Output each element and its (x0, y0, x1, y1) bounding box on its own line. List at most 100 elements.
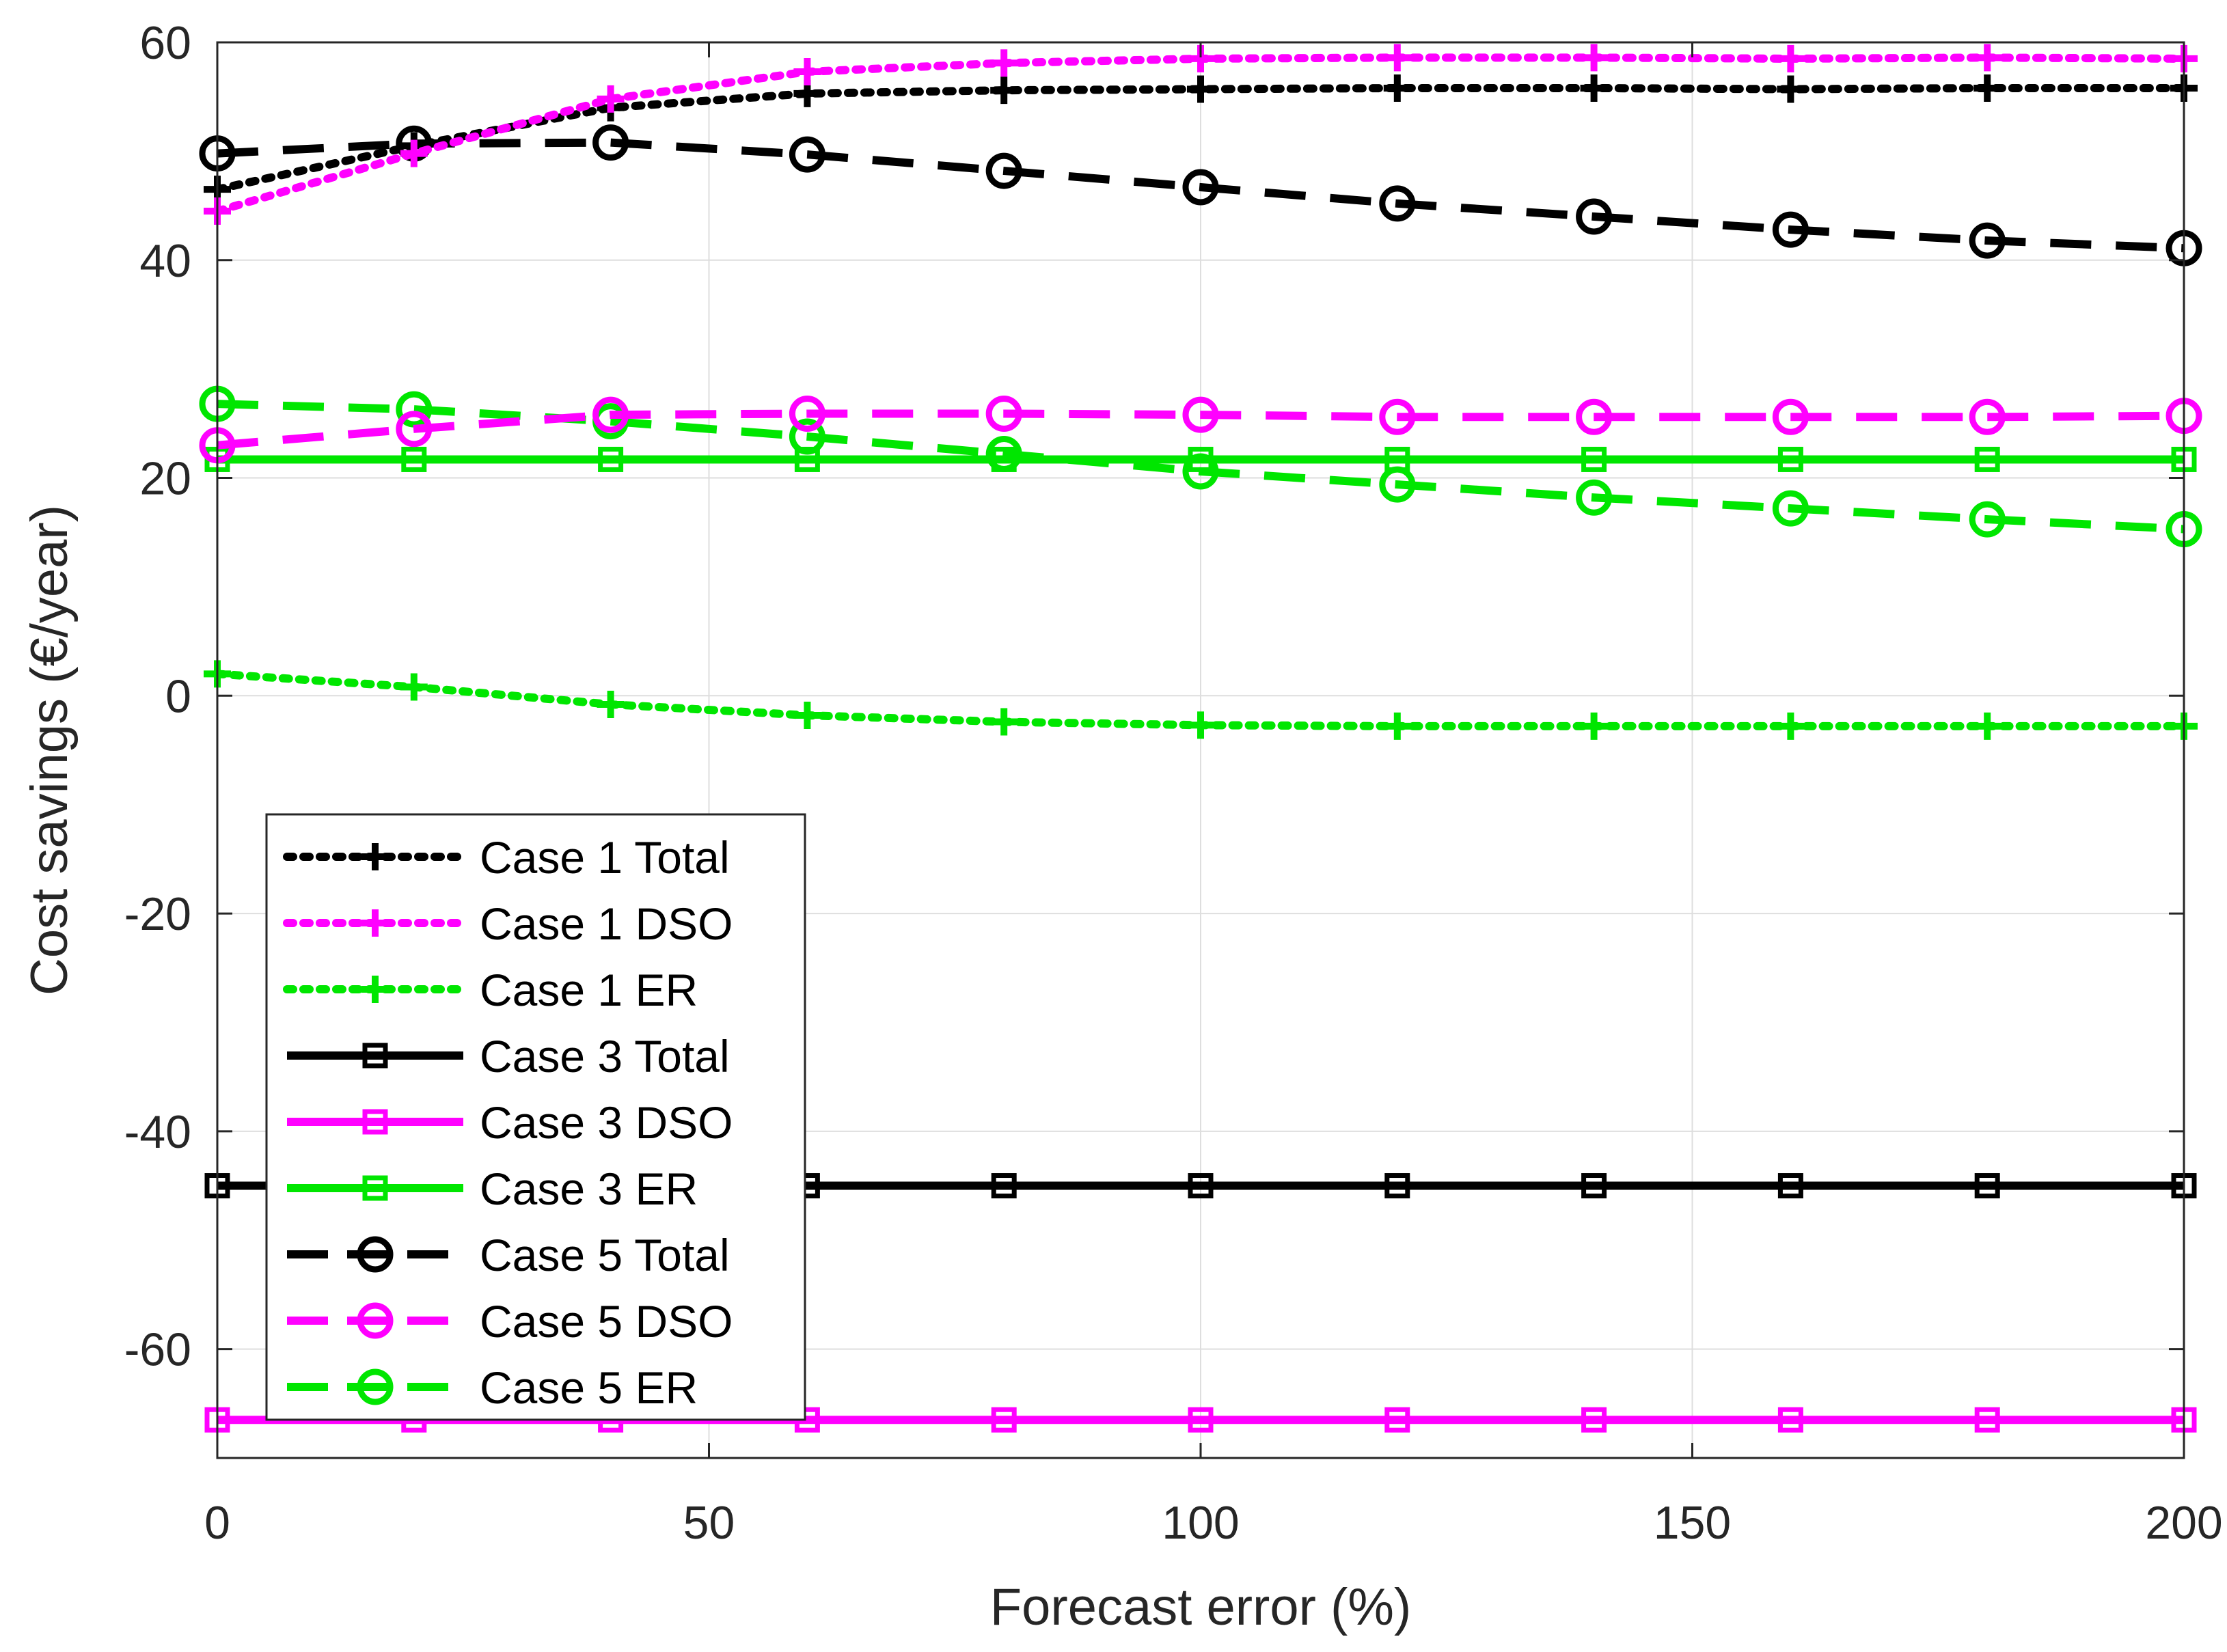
data-point-case-1-dso (990, 49, 1018, 77)
plot-frame (216, 41, 2185, 1459)
data-point-case-3-dso (1777, 1407, 1803, 1433)
y-tick-label: -60 (124, 1324, 191, 1376)
data-point-case-5-total (789, 136, 825, 173)
data-point-case-3-total (1384, 1173, 1410, 1199)
tick-labels: 0 50 100 150 200 -60 -40 -20 0 20 40 60 (124, 17, 2223, 1549)
legend: Case 1 Total Case 1 DSO Case 1 ER Case 3 To… (265, 813, 806, 1421)
data-point-case-5-dso (1182, 396, 1219, 433)
data-point-case-3-total (1974, 1173, 2000, 1199)
data-point-case-3-total (1777, 1173, 1803, 1199)
data-point-case-5-total (1576, 198, 1613, 235)
legend-item-case-3-er: Case 3 ER (287, 1164, 698, 1214)
data-point-case-1-er (793, 701, 821, 729)
data-point-case-5-er (1576, 479, 1613, 516)
legend-item-case-5-dso: Case 5 DSO (287, 1296, 733, 1347)
legend-item-case-3-dso: Case 3 DSO (287, 1097, 733, 1148)
legend-marker-case-5-total (357, 1236, 394, 1273)
data-point-case-1-total (990, 77, 1018, 105)
x-tick-label: 200 (2145, 1497, 2222, 1549)
legend-marker-case-3-er (362, 1175, 388, 1201)
data-point-case-5-dso (789, 396, 825, 432)
data-point-case-1-dso (400, 139, 428, 167)
data-point-case-1-er (597, 691, 625, 719)
legend-label-case-3-total: Case 3 Total (480, 1031, 730, 1082)
legend-label-case-5-dso: Case 5 DSO (480, 1296, 733, 1347)
data-point-case-1-er (990, 708, 1018, 736)
legend-marker-case-5-er (357, 1368, 394, 1405)
data-point-case-1-dso (1383, 44, 1411, 72)
data-point-case-5-total (592, 124, 629, 161)
legend-label-case-3-dso: Case 3 DSO (480, 1097, 733, 1148)
data-point-case-3-er (1581, 446, 1607, 472)
x-tick-label: 150 (1654, 1497, 1731, 1549)
data-point-case-1-total (1187, 75, 1214, 103)
legend-marker-case-5-dso (357, 1302, 394, 1339)
data-point-case-5-dso (985, 396, 1022, 432)
data-point-case-1-total (1973, 74, 2001, 102)
legend-label-case-5-total: Case 5 Total (480, 1230, 730, 1280)
legend-item-case-1-total: Case 1 Total (283, 832, 730, 883)
legend-label-case-1-total: Case 1 Total (480, 832, 730, 883)
series-case-5-dso (199, 396, 2202, 464)
data-point-case-3-er (401, 446, 427, 472)
legend-item-case-1-er: Case 1 ER (283, 965, 698, 1015)
data-point-case-3-dso (1974, 1407, 2000, 1433)
data-point-case-1-dso (597, 85, 625, 113)
data-point-case-5-total (1379, 185, 1416, 222)
x-tick-label: 100 (1162, 1497, 1239, 1549)
data-point-case-3-er (598, 446, 624, 472)
data-point-case-5-total (1772, 211, 1809, 248)
data-point-case-5-er (1772, 490, 1809, 527)
series-line-case-5-total (217, 138, 2185, 253)
data-point-case-3-total (1188, 1173, 1214, 1199)
legend-item-case-1-dso: Case 1 DSO (283, 898, 733, 949)
data-point-case-3-dso (1384, 1407, 1410, 1433)
legend-item-case-3-total: Case 3 Total (287, 1031, 730, 1082)
data-point-case-3-dso (1581, 1407, 1607, 1433)
legend-label-case-5-er: Case 5 ER (480, 1362, 698, 1413)
data-point-case-5-total (1969, 222, 2006, 259)
data-point-case-5-dso (1772, 398, 1809, 435)
y-tick-label: -40 (124, 1106, 191, 1158)
legend-marker-case-1-dso (361, 909, 389, 937)
y-tick-label: 40 (139, 235, 191, 287)
data-point-case-5-er (985, 435, 1022, 472)
data-point-case-3-dso (991, 1407, 1017, 1433)
data-point-case-5-dso (396, 411, 433, 448)
data-point-case-5-dso (1969, 398, 2006, 435)
data-point-case-1-dso (1973, 44, 2001, 72)
data-point-case-1-er (400, 673, 428, 701)
data-point-case-3-total (991, 1173, 1017, 1199)
y-tick-label: 0 (165, 670, 191, 722)
data-point-case-3-dso (1188, 1407, 1214, 1433)
y-tick-label: 60 (139, 17, 191, 69)
data-point-case-1-total (1383, 74, 1411, 102)
legend-item-case-5-er: Case 5 ER (287, 1362, 698, 1413)
data-point-case-1-dso (1777, 44, 1805, 72)
data-point-case-1-dso (793, 58, 821, 86)
legend-marker-case-1-total (361, 843, 389, 870)
legend-label-case-3-er: Case 3 ER (480, 1164, 698, 1214)
data-point-case-1-total (1777, 75, 1805, 103)
data-point-case-1-er (1580, 712, 1608, 740)
legend-marker-case-3-total (362, 1043, 388, 1069)
data-point-case-3-er (1974, 446, 2000, 472)
data-point-case-5-er (1379, 466, 1416, 503)
axes (216, 41, 2185, 1459)
data-point-case-5-dso (592, 396, 629, 433)
data-point-case-1-er (1187, 711, 1214, 739)
y-tick-label: 20 (139, 453, 191, 505)
data-point-case-1-er (1973, 712, 2001, 740)
x-tick-label: 0 (204, 1497, 230, 1549)
data-point-case-5-er (789, 418, 825, 455)
data-point-case-5-dso (1576, 398, 1613, 435)
y-axis-label: Cost savings (€/year) (21, 505, 79, 995)
data-point-case-5-dso (1379, 398, 1416, 435)
legend-label-case-1-er: Case 1 ER (480, 965, 698, 1015)
legend-item-case-5-total: Case 5 Total (287, 1230, 730, 1280)
legend-marker-case-3-dso (362, 1109, 388, 1135)
legend-marker-case-1-er (361, 976, 389, 1003)
data-point-case-5-total (1182, 169, 1219, 206)
data-point-case-1-dso (1580, 44, 1608, 72)
series-line-case-5-dso (217, 409, 2185, 450)
